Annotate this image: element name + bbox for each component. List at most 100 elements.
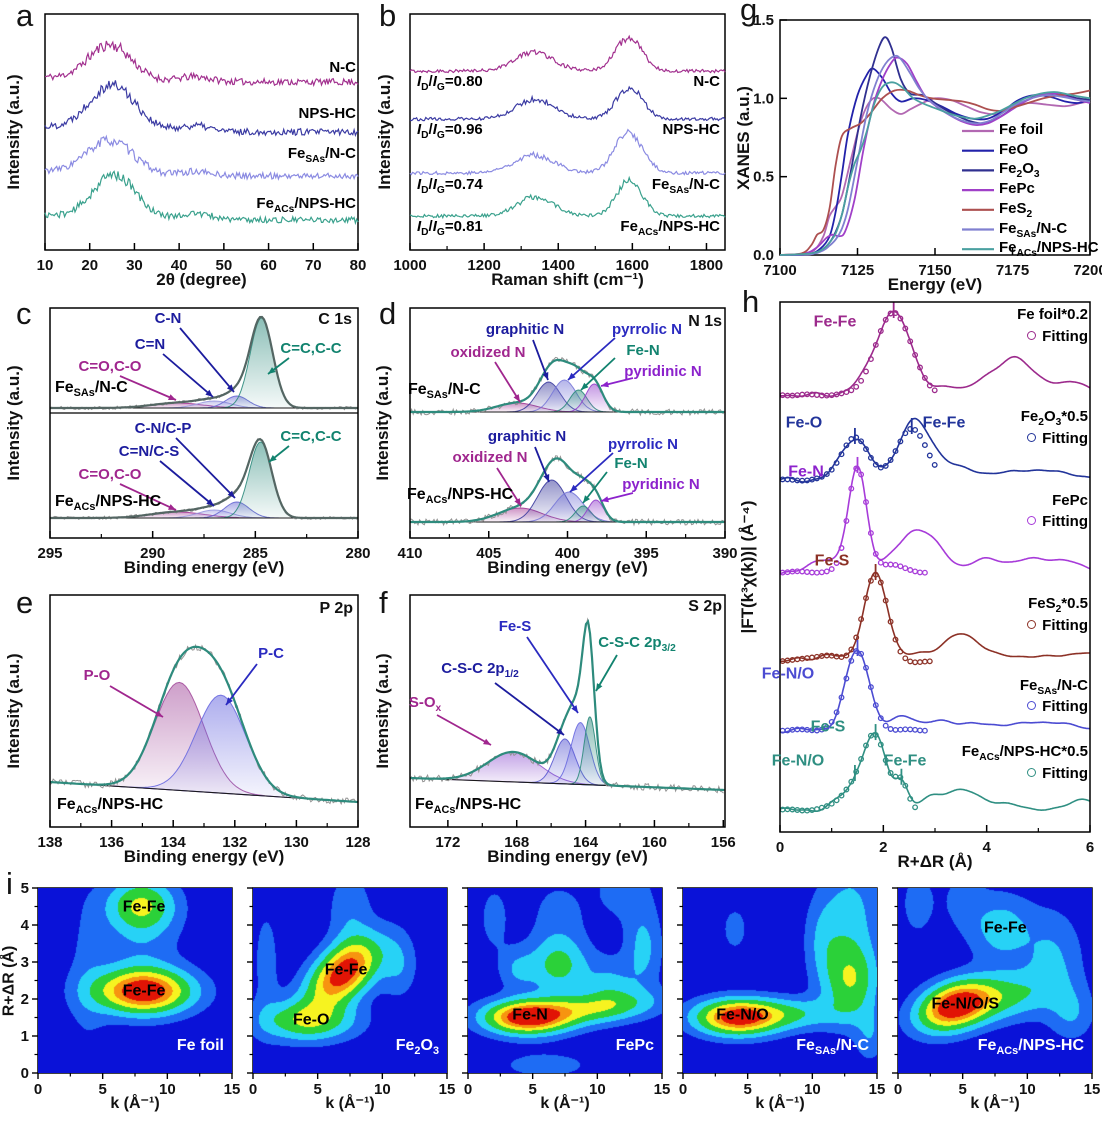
panel-d-xps-n1s: d 410 405 400 395 390 Binding energy (eV) Inten… xyxy=(373,290,740,580)
peak-label: S-Ox xyxy=(408,694,442,715)
peak-label: oxidized N xyxy=(450,344,526,362)
exafs-legend-name: FeS2*0.5 xyxy=(1028,595,1088,615)
exafs-legend-fitting: Fitting xyxy=(1027,699,1088,715)
panel-letter-g: g xyxy=(740,0,758,27)
svg-text:134: 134 xyxy=(161,834,187,851)
sample-label: FeSAs/N-C xyxy=(796,1037,869,1058)
region-label: P 2p xyxy=(319,600,354,617)
sample-label: FeSAs/N-C xyxy=(55,379,128,400)
svg-text:40: 40 xyxy=(171,257,188,274)
series-label: FeACs/NPS-HC xyxy=(256,195,356,215)
legend-item: FeO xyxy=(999,140,1029,158)
svg-text:15: 15 xyxy=(439,1081,456,1098)
peak-label: P-C xyxy=(258,645,284,663)
ratio-label: ID/IG=0.81 xyxy=(417,218,483,238)
svg-text:1600: 1600 xyxy=(616,257,649,274)
panel-letter-f: f xyxy=(379,585,388,620)
y-axis-label: Intensity (a.u.) xyxy=(373,653,393,769)
legend-item: FeS2 xyxy=(999,199,1033,220)
peak-label: C=N xyxy=(134,336,166,354)
bond-label: Fe-S xyxy=(810,718,846,736)
svg-text:0: 0 xyxy=(464,1081,472,1098)
svg-text:285: 285 xyxy=(243,545,268,562)
bond-label: Fe-Fe xyxy=(922,414,966,432)
svg-text:390: 390 xyxy=(712,545,737,562)
panel-letter-a: a xyxy=(16,0,34,33)
peak-label: graphitic N xyxy=(485,321,565,339)
ratio-label: ID/IG=0.80 xyxy=(417,73,483,93)
svg-text:10: 10 xyxy=(37,257,54,274)
peak-label: C=O,C-O xyxy=(78,466,142,484)
sample-label: FePc xyxy=(615,1037,654,1054)
svg-text:164: 164 xyxy=(573,834,599,851)
peak-label: graphitic N xyxy=(487,428,567,446)
svg-text:7150: 7150 xyxy=(918,262,951,279)
svg-text:0: 0 xyxy=(679,1081,687,1098)
peak-label: C-N/C-P xyxy=(134,420,192,438)
svg-text:0: 0 xyxy=(34,1081,42,1098)
panel-e-xps-p2p: e 138 136 134 132 130 128 Binding energy (eV) In… xyxy=(0,575,375,870)
wavelet-canvas-0 xyxy=(38,888,232,1073)
exafs-legend-name: FePc xyxy=(1052,492,1088,509)
panel-letter-i: i xyxy=(6,866,13,901)
region-label: N 1s xyxy=(688,313,722,330)
svg-text:1400: 1400 xyxy=(542,257,575,274)
bond-label: Fe-O xyxy=(785,414,823,432)
legend-item: FeSAs/N-C xyxy=(999,219,1068,240)
y-axis-label: R+ΔR (Å) xyxy=(0,945,18,1016)
svg-text:4: 4 xyxy=(982,839,991,856)
svg-text:295: 295 xyxy=(37,545,62,562)
plot-svg-a: 10 20 30 40 50 60 70 80 xyxy=(37,13,367,274)
bond-label: Fe-N/O xyxy=(761,665,815,683)
bond-label: Fe-O xyxy=(292,1011,330,1029)
svg-text:5: 5 xyxy=(958,1081,966,1098)
sample-label: FeACs/NPS-HC xyxy=(415,796,522,817)
series-label: N-C xyxy=(329,59,356,76)
panel-letter-h: h xyxy=(742,284,760,319)
wavelet-canvas-1 xyxy=(253,888,447,1073)
y-axis-label: XANES (a.u.) xyxy=(734,85,754,190)
bond-label: Fe-N/O xyxy=(716,1006,769,1024)
y-axis-label: Intensity (a.u.) xyxy=(4,74,24,190)
plot-svg-e: 138 136 134 132 130 128 xyxy=(37,594,371,851)
y-axis-label: Intensity (a.u.) xyxy=(373,365,393,481)
svg-text:10: 10 xyxy=(1019,1081,1036,1098)
legend-item: FePc xyxy=(999,180,1035,198)
x-axis-label: k (Å⁻¹) xyxy=(325,1095,375,1112)
plot-svg-f: 172 168 164 160 156 xyxy=(409,594,736,851)
exafs-legend-fitting: Fitting xyxy=(1027,431,1088,447)
peak-label: C=N/C-S xyxy=(118,443,180,461)
x-axis-label: k (Å⁻¹) xyxy=(110,1095,160,1112)
svg-text:0: 0 xyxy=(776,839,784,856)
peak-label: Fe-S xyxy=(498,618,532,636)
y-axis-label: Intensity (a.u.) xyxy=(4,653,24,769)
series-label: NPS-HC xyxy=(662,121,720,138)
svg-text:156: 156 xyxy=(711,834,736,851)
sample-label: FeSAs/N-C xyxy=(408,381,481,402)
x-axis-label: 2θ (degree) xyxy=(156,270,247,289)
exafs-legend-fitting: Fitting xyxy=(1027,514,1088,530)
svg-text:80: 80 xyxy=(350,257,367,274)
sample-label: FeACs/NPS-HC xyxy=(407,486,514,507)
region-label: S 2p xyxy=(688,598,722,615)
fitting-circle-icon xyxy=(1027,331,1037,340)
bond-label: Fe-Fe xyxy=(324,961,368,979)
peak-label: C-S-C 2p1/2 xyxy=(441,660,519,681)
plot-svg-d: 410 405 400 395 390 xyxy=(397,307,738,562)
panel-i-wavelet: i 0 5 10 15 0 1 2 3 4 5 0 5 10 15 0 5 10 15 0 5 10 15 0 5 10 15 R+Δ… xyxy=(0,866,1102,1123)
x-axis-label: k (Å⁻¹) xyxy=(755,1095,805,1112)
svg-text:5: 5 xyxy=(743,1081,751,1098)
svg-text:7100: 7100 xyxy=(763,262,796,279)
plot-svg-c: 295 290 285 280 xyxy=(37,307,371,562)
svg-text:70: 70 xyxy=(305,257,322,274)
svg-text:50: 50 xyxy=(216,257,233,274)
fitting-circle-icon xyxy=(1027,768,1037,777)
svg-text:5: 5 xyxy=(528,1081,536,1098)
peak-label: Fe-N xyxy=(614,455,648,473)
panel-letter-b: b xyxy=(379,0,397,33)
exafs-legend-name: Fe2O3*0.5 xyxy=(1020,408,1088,428)
